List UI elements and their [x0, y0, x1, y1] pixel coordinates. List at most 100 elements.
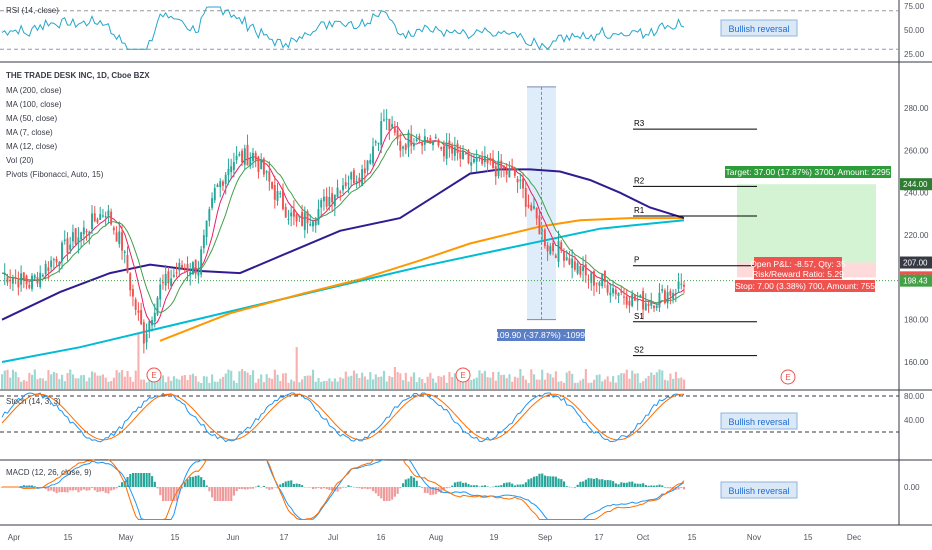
macd-histogram-bar [320, 487, 323, 489]
stoch-k-line[interactable] [1, 392, 685, 443]
macd-histogram-bar [505, 482, 508, 487]
macd-histogram-bar [410, 476, 413, 487]
macd-histogram-bar [331, 487, 334, 491]
candle-body [265, 171, 268, 173]
volume-bar [489, 377, 492, 389]
candle-body [380, 121, 383, 145]
volume-bar [339, 377, 342, 389]
macd-histogram-bar [552, 476, 555, 487]
signal-line[interactable] [2, 459, 685, 520]
candle-body [372, 146, 374, 164]
candle-body [238, 154, 241, 156]
legend-ma100[interactable]: MA (100, close) [6, 100, 62, 109]
macd-pane[interactable] [1, 459, 686, 520]
stop-label-bg [735, 280, 875, 292]
ma12-line[interactable] [1, 133, 685, 313]
candle-body [388, 118, 391, 131]
macd-histogram-bar [486, 486, 489, 487]
volume-bar [418, 377, 421, 389]
candle-body [674, 293, 677, 295]
legend-pivots[interactable]: Pivots (Fibonacci, Auto, 15) [6, 170, 104, 179]
volume-bar [281, 373, 285, 389]
earnings-marker[interactable] [780, 369, 796, 385]
candle-body [6, 277, 9, 283]
volume-bar [606, 376, 609, 389]
ma50-line[interactable] [1, 168, 685, 321]
volume-bar [603, 379, 607, 389]
macd-histogram-bar [93, 487, 96, 491]
legend-ma200[interactable]: MA (200, close) [6, 86, 62, 95]
price-badge [900, 178, 932, 191]
ma200-line[interactable] [1, 219, 685, 363]
volume-bar [516, 377, 519, 389]
rsi-reversal-label[interactable]: Bullish reversal [720, 19, 798, 37]
macd-histogram-bar [393, 487, 396, 497]
candle-body [342, 185, 344, 191]
stoch-d-line[interactable] [1, 393, 685, 441]
volume-bar [85, 381, 88, 389]
candle-body [382, 119, 385, 121]
macd-tick: 0.00 [904, 483, 920, 492]
candle-body [546, 245, 549, 252]
candle-body [344, 182, 347, 187]
macd-histogram-bar [281, 483, 285, 487]
macd-histogram-bar [322, 487, 326, 489]
legend-vol[interactable]: Vol (20) [6, 156, 34, 165]
volume-bar [271, 378, 274, 389]
legend-ma50[interactable]: MA (50, close) [6, 114, 57, 123]
legend-ma7[interactable]: MA (7, close) [6, 128, 53, 137]
macd-histogram-bar [502, 483, 506, 487]
macd-histogram-bar [262, 485, 266, 487]
volume-bar [170, 380, 173, 389]
price-badge-text: 244.00 [903, 180, 928, 189]
target-zone[interactable] [737, 184, 876, 263]
macd-histogram-bar [404, 479, 407, 487]
candle-body [181, 265, 184, 268]
candle-body [402, 146, 404, 149]
candle-body [121, 232, 123, 251]
macd-histogram-bar [88, 487, 91, 491]
rsi-pane[interactable] [0, 6, 899, 51]
stoch-tick: 80.00 [904, 392, 925, 401]
volume-bar [622, 373, 626, 389]
macd-histogram-bar [642, 483, 645, 487]
volume-bar [440, 376, 443, 389]
ma100-line[interactable] [159, 217, 684, 342]
volume-bar [421, 379, 424, 389]
legend-ma12[interactable]: MA (12, close) [6, 142, 57, 151]
candle-body [475, 157, 478, 162]
macd-histogram-bar [546, 476, 549, 487]
macd-histogram-bar [153, 481, 156, 487]
rsi-line[interactable] [1, 6, 685, 51]
candle-body [489, 159, 492, 161]
volume-bar [636, 373, 639, 389]
volume-bar [181, 375, 184, 389]
macd-reversal-label[interactable]: Bullish reversal [720, 481, 798, 499]
macd-histogram-bar [492, 486, 495, 488]
macd-histogram-bar [279, 484, 282, 487]
candle-body [74, 228, 77, 245]
earnings-marker[interactable] [455, 367, 471, 383]
volume-bar [232, 380, 236, 389]
earnings-marker[interactable] [146, 367, 162, 383]
ma7-line[interactable] [1, 126, 685, 325]
macd-histogram-bar [55, 487, 58, 494]
volume-bar [385, 381, 388, 389]
volume-bar [1, 374, 4, 389]
candle-body [257, 156, 260, 172]
candle-body [582, 266, 585, 272]
macd-histogram-bar [290, 480, 293, 487]
candle-body [331, 193, 334, 203]
macd-histogram-bar [131, 473, 135, 487]
candle-body [549, 246, 552, 254]
price-pane[interactable]: R3 R2 R1 P S1 S2 Target: 37.00 (17.87%) 3700, … [0, 86, 899, 389]
macd-line[interactable] [2, 459, 685, 520]
macd-histogram-bar [99, 487, 102, 492]
rsi-tick: 75.00 [904, 2, 925, 11]
macd-histogram-bar [434, 487, 437, 495]
stoch-pane[interactable] [0, 392, 899, 443]
candle-body [407, 132, 410, 148]
stoch-reversal-label[interactable]: Bullish reversal [720, 412, 798, 430]
candle-body [576, 263, 579, 274]
